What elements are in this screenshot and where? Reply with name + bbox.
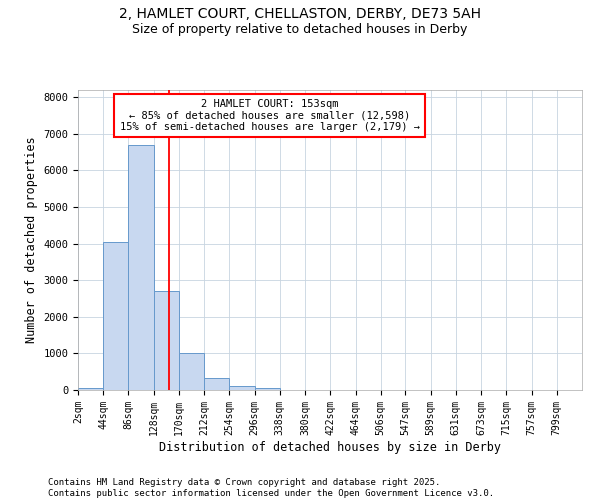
Bar	[103, 242, 128, 390]
Bar	[204, 378, 229, 390]
Text: 2 HAMLET COURT: 153sqm
← 85% of detached houses are smaller (12,598)
15% of semi: 2 HAMLET COURT: 153sqm ← 85% of detached…	[119, 99, 419, 132]
Y-axis label: Number of detached properties: Number of detached properties	[25, 136, 38, 344]
Bar	[128, 145, 154, 390]
Bar	[179, 354, 204, 390]
Bar	[229, 386, 254, 390]
X-axis label: Distribution of detached houses by size in Derby: Distribution of detached houses by size …	[159, 440, 501, 454]
Bar	[254, 388, 280, 390]
Bar	[78, 388, 103, 390]
Bar	[154, 291, 179, 390]
Text: Contains HM Land Registry data © Crown copyright and database right 2025.
Contai: Contains HM Land Registry data © Crown c…	[48, 478, 494, 498]
Text: Size of property relative to detached houses in Derby: Size of property relative to detached ho…	[133, 22, 467, 36]
Text: 2, HAMLET COURT, CHELLASTON, DERBY, DE73 5AH: 2, HAMLET COURT, CHELLASTON, DERBY, DE73…	[119, 8, 481, 22]
